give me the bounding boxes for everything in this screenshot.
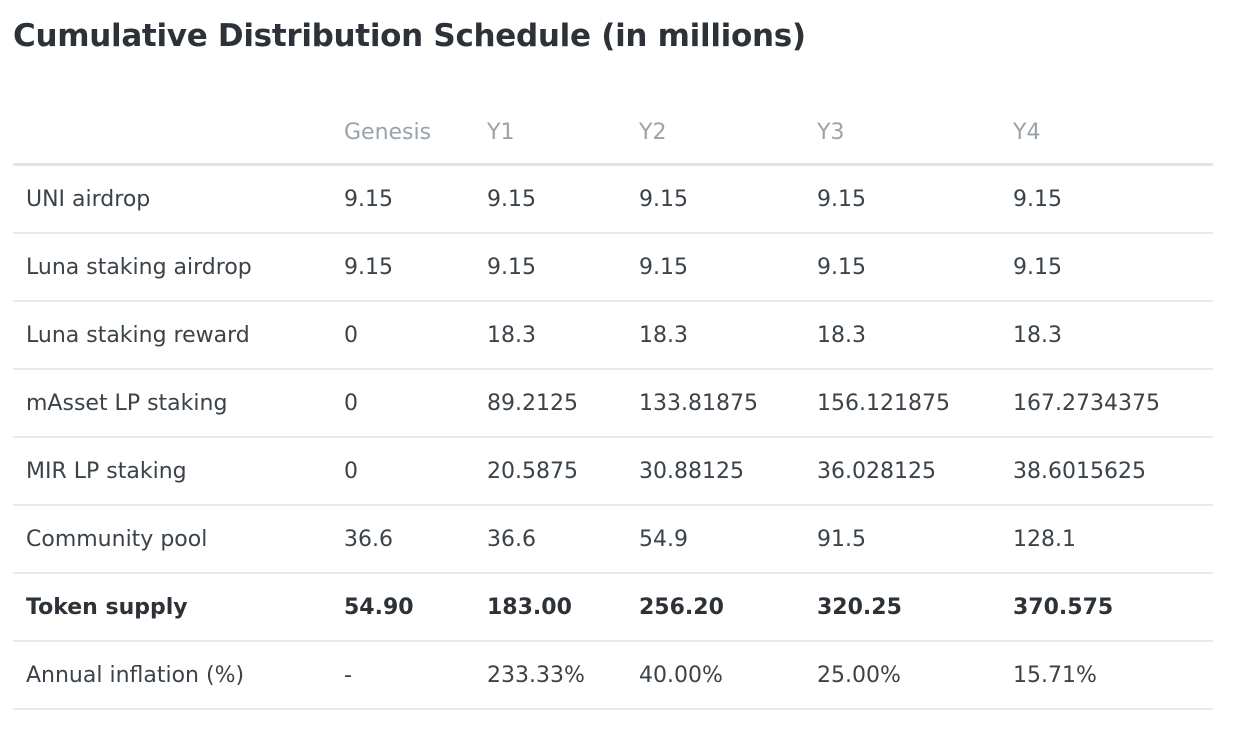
table-cell: 18.3 <box>639 322 688 348</box>
table-cell: 91.5 <box>817 526 866 552</box>
table-cell: - <box>344 662 352 688</box>
row-label: Luna staking reward <box>26 322 250 348</box>
table-row: Community pool 36.6 36.6 54.9 91.5 128.1 <box>13 506 1213 574</box>
table-cell: 9.15 <box>639 186 688 212</box>
table-cell: 370.575 <box>1013 594 1114 620</box>
table-row: Annual inflation (%) - 233.33% 40.00% 25.00%… <box>13 642 1213 710</box>
table-cell: 167.2734375 <box>1013 390 1160 416</box>
table-cell: 9.15 <box>817 186 866 212</box>
table-cell: 0 <box>344 322 358 348</box>
column-header-genesis: Genesis <box>344 120 432 145</box>
column-header-y2: Y2 <box>639 120 667 145</box>
row-label: Luna staking airdrop <box>26 254 252 280</box>
table-row: Luna staking airdrop 9.15 9.15 9.15 9.15 9.15 <box>13 234 1213 302</box>
table-cell: 25.00% <box>817 662 901 688</box>
table-cell: 9.15 <box>344 254 393 280</box>
table-cell: 9.15 <box>1013 186 1062 212</box>
table-cell: 233.33% <box>487 662 585 688</box>
table-cell: 54.90 <box>344 594 414 620</box>
table-cell: 9.15 <box>487 254 536 280</box>
page-title: Cumulative Distribution Schedule (in mil… <box>13 18 806 54</box>
row-label: MIR LP staking <box>26 458 187 484</box>
distribution-table: Genesis Y1 Y2 Y3 Y4 UNI airdrop 9.15 9.15 9… <box>13 98 1213 710</box>
column-header-y3: Y3 <box>817 120 845 145</box>
table-cell: 30.88125 <box>639 458 744 484</box>
table-row: mAsset LP staking 0 89.2125 133.81875 156.12… <box>13 370 1213 438</box>
table-cell: 89.2125 <box>487 390 578 416</box>
table-cell: 54.9 <box>639 526 688 552</box>
table-cell: 40.00% <box>639 662 723 688</box>
table-cell: 0 <box>344 458 358 484</box>
table-row: Luna staking reward 0 18.3 18.3 18.3 18.3 <box>13 302 1213 370</box>
table-cell: 128.1 <box>1013 526 1076 552</box>
column-header-y4: Y4 <box>1013 120 1041 145</box>
table-cell: 36.6 <box>487 526 536 552</box>
table-row: Token supply 54.90 183.00 256.20 320.25 370.5… <box>13 574 1213 642</box>
column-header-y1: Y1 <box>487 120 515 145</box>
table-header-row: Genesis Y1 Y2 Y3 Y4 <box>13 98 1213 166</box>
table-cell: 9.15 <box>639 254 688 280</box>
table-cell: 20.5875 <box>487 458 578 484</box>
table-cell: 18.3 <box>1013 322 1062 348</box>
table-row: MIR LP staking 0 20.5875 30.88125 36.028125 3… <box>13 438 1213 506</box>
table-row: UNI airdrop 9.15 9.15 9.15 9.15 9.15 <box>13 166 1213 234</box>
table-cell: 9.15 <box>817 254 866 280</box>
table-cell: 0 <box>344 390 358 416</box>
table-cell: 18.3 <box>487 322 536 348</box>
row-label: Token supply <box>26 594 188 620</box>
table-cell: 133.81875 <box>639 390 758 416</box>
table-cell: 36.028125 <box>817 458 936 484</box>
row-label: Community pool <box>26 526 208 552</box>
row-label: Annual inflation (%) <box>26 662 245 688</box>
table-cell: 156.121875 <box>817 390 950 416</box>
table-cell: 18.3 <box>817 322 866 348</box>
table-body: UNI airdrop 9.15 9.15 9.15 9.15 9.15 Luna stak… <box>13 166 1213 710</box>
table-cell: 9.15 <box>344 186 393 212</box>
table-cell: 38.6015625 <box>1013 458 1146 484</box>
table-cell: 9.15 <box>487 186 536 212</box>
table-cell: 15.71% <box>1013 662 1097 688</box>
table-cell: 36.6 <box>344 526 393 552</box>
table-cell: 320.25 <box>817 594 902 620</box>
table-cell: 256.20 <box>639 594 724 620</box>
table-cell: 183.00 <box>487 594 572 620</box>
row-label: UNI airdrop <box>26 186 151 212</box>
row-label: mAsset LP staking <box>26 390 228 416</box>
table-cell: 9.15 <box>1013 254 1062 280</box>
